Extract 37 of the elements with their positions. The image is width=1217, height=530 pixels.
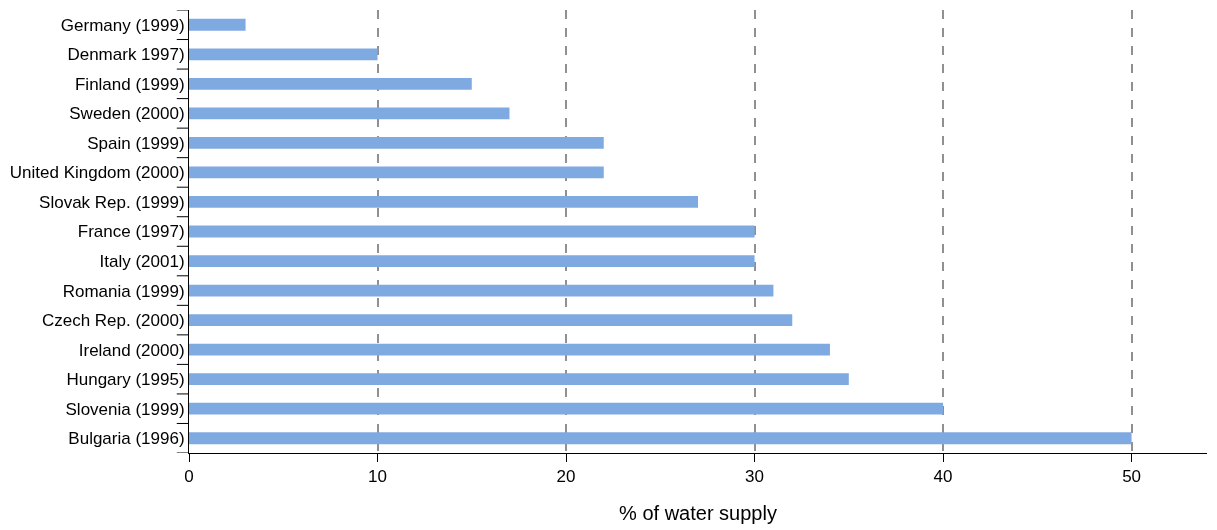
bar [189,284,774,297]
y-tick-label: Italy (2001) [99,251,185,271]
x-tick-label: 20 [556,467,576,487]
bar [189,432,1132,445]
x-tick-label: 30 [745,467,765,487]
x-tick-label: 50 [1122,467,1142,487]
y-tick-label: Czech Rep. (2000) [41,311,185,331]
bar [189,343,830,356]
y-tick-label: Slovak Rep. (1999) [39,192,185,212]
y-tick-label: Germany (1999) [60,15,185,35]
bar [189,18,246,31]
bar [189,196,698,208]
bar [189,48,378,61]
bar [189,255,755,267]
bar [189,166,604,179]
x-tick-label: 0 [184,467,194,487]
y-tick-label: United Kingdom (2000) [9,163,185,183]
y-tick-label: Bulgaria (1996) [68,429,185,449]
bar [189,77,472,90]
y-tick-label: Slovenia (1999) [65,399,185,419]
y-tick-label: Finland (1999) [74,74,185,94]
bar [189,225,755,238]
bar [189,314,793,327]
y-tick-label: Sweden (2000) [69,104,185,124]
y-tick-label: France (1997) [77,222,185,242]
bar [189,373,849,386]
y-tick-label: Ireland (2000) [78,340,185,360]
bar [189,402,944,415]
x-tick-label: 10 [368,467,387,487]
y-tick-label: Spain (1999) [87,133,185,153]
bar [189,107,510,120]
x-axis-title: % of water supply [619,501,777,524]
x-tick-label: 40 [933,467,953,487]
bar [189,136,604,149]
y-tick-label: Denmark 1997) [67,45,185,65]
y-tick-label: Romania (1999) [62,281,185,301]
y-tick-label: Hungary (1995) [66,370,185,390]
